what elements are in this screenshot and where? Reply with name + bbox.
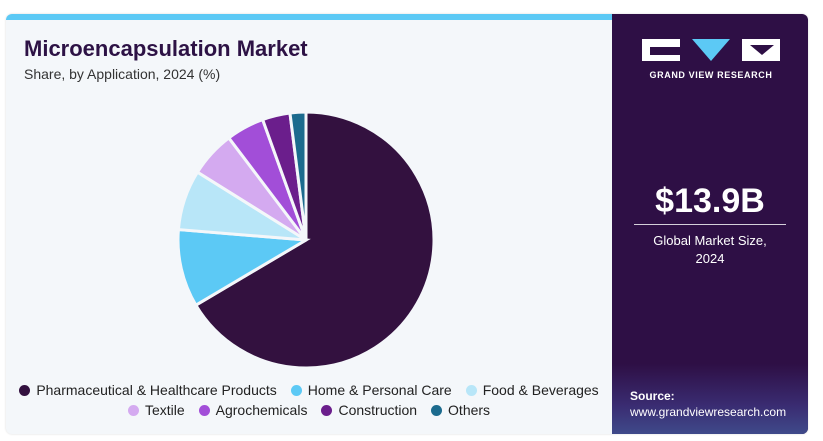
legend-swatch [127, 404, 139, 416]
legend-item-construction: Construction [321, 402, 417, 418]
legend-row-2: Textile Agrochemicals Construction Others [6, 402, 612, 418]
pie-chart [176, 110, 436, 370]
legend-swatch [290, 384, 302, 396]
legend-item-food-beverages: Food & Beverages [465, 382, 599, 398]
source-url[interactable]: www.grandviewresearch.com [630, 405, 787, 419]
market-size-value: $13.9B [655, 182, 765, 220]
legend-item-pharmaceutical-healthcare-products: Pharmaceutical & Healthcare Products [19, 382, 277, 398]
pie-slice-home-personal-care [176, 227, 311, 308]
legend-swatch [321, 404, 333, 416]
legend-item-home-personal-care: Home & Personal Care [290, 382, 452, 398]
legend-label: Agrochemicals [215, 402, 308, 418]
market-size-label-line1: Global Market Size, [653, 233, 767, 248]
legend-swatch [19, 384, 31, 396]
source-label: Source: [630, 389, 675, 403]
summary-panel: GRAND VIEW RESEARCH $13.9B Global Market… [612, 14, 808, 434]
pie-slice-pharmaceutical-healthcare-products [193, 110, 436, 370]
market-size-label-line2: 2024 [695, 251, 725, 266]
legend-label: Construction [338, 402, 418, 418]
legend-label: Home & Personal Care [307, 382, 452, 398]
pie-slice-others [288, 110, 308, 241]
legend-swatch [198, 404, 210, 416]
legend-label: Pharmaceutical & Healthcare Products [36, 382, 277, 398]
market-size-label: Global Market Size, 2024 [612, 232, 808, 268]
legend-item-others: Others [431, 402, 490, 418]
logo-mark-icon [642, 39, 780, 61]
chart-panel: Microencapsulation Market Share, by Appl… [6, 14, 612, 434]
legend-item-textile: Textile [127, 402, 185, 418]
legend-item-agrochemicals: Agrochemicals [198, 402, 308, 418]
brand-logo: GRAND VIEW RESEARCH [636, 36, 786, 80]
panel-gradient [612, 364, 808, 434]
value-divider [634, 224, 786, 225]
legend-label: Textile [144, 402, 185, 418]
brand-name: GRAND VIEW RESEARCH [649, 70, 773, 80]
chart-title: Microencapsulation Market [24, 36, 308, 61]
legend-label: Others [448, 402, 491, 418]
legend-swatch [431, 404, 443, 416]
legend-label: Food & Beverages [482, 382, 599, 398]
chart-subtitle: Share, by Application, 2024 (%) [24, 66, 221, 82]
legend-row-1: Pharmaceutical & Healthcare Products Home… [6, 382, 612, 398]
accent-bar [6, 14, 612, 20]
legend-swatch [465, 384, 477, 396]
infographic-card: Microencapsulation Market Share, by Appl… [6, 14, 808, 434]
